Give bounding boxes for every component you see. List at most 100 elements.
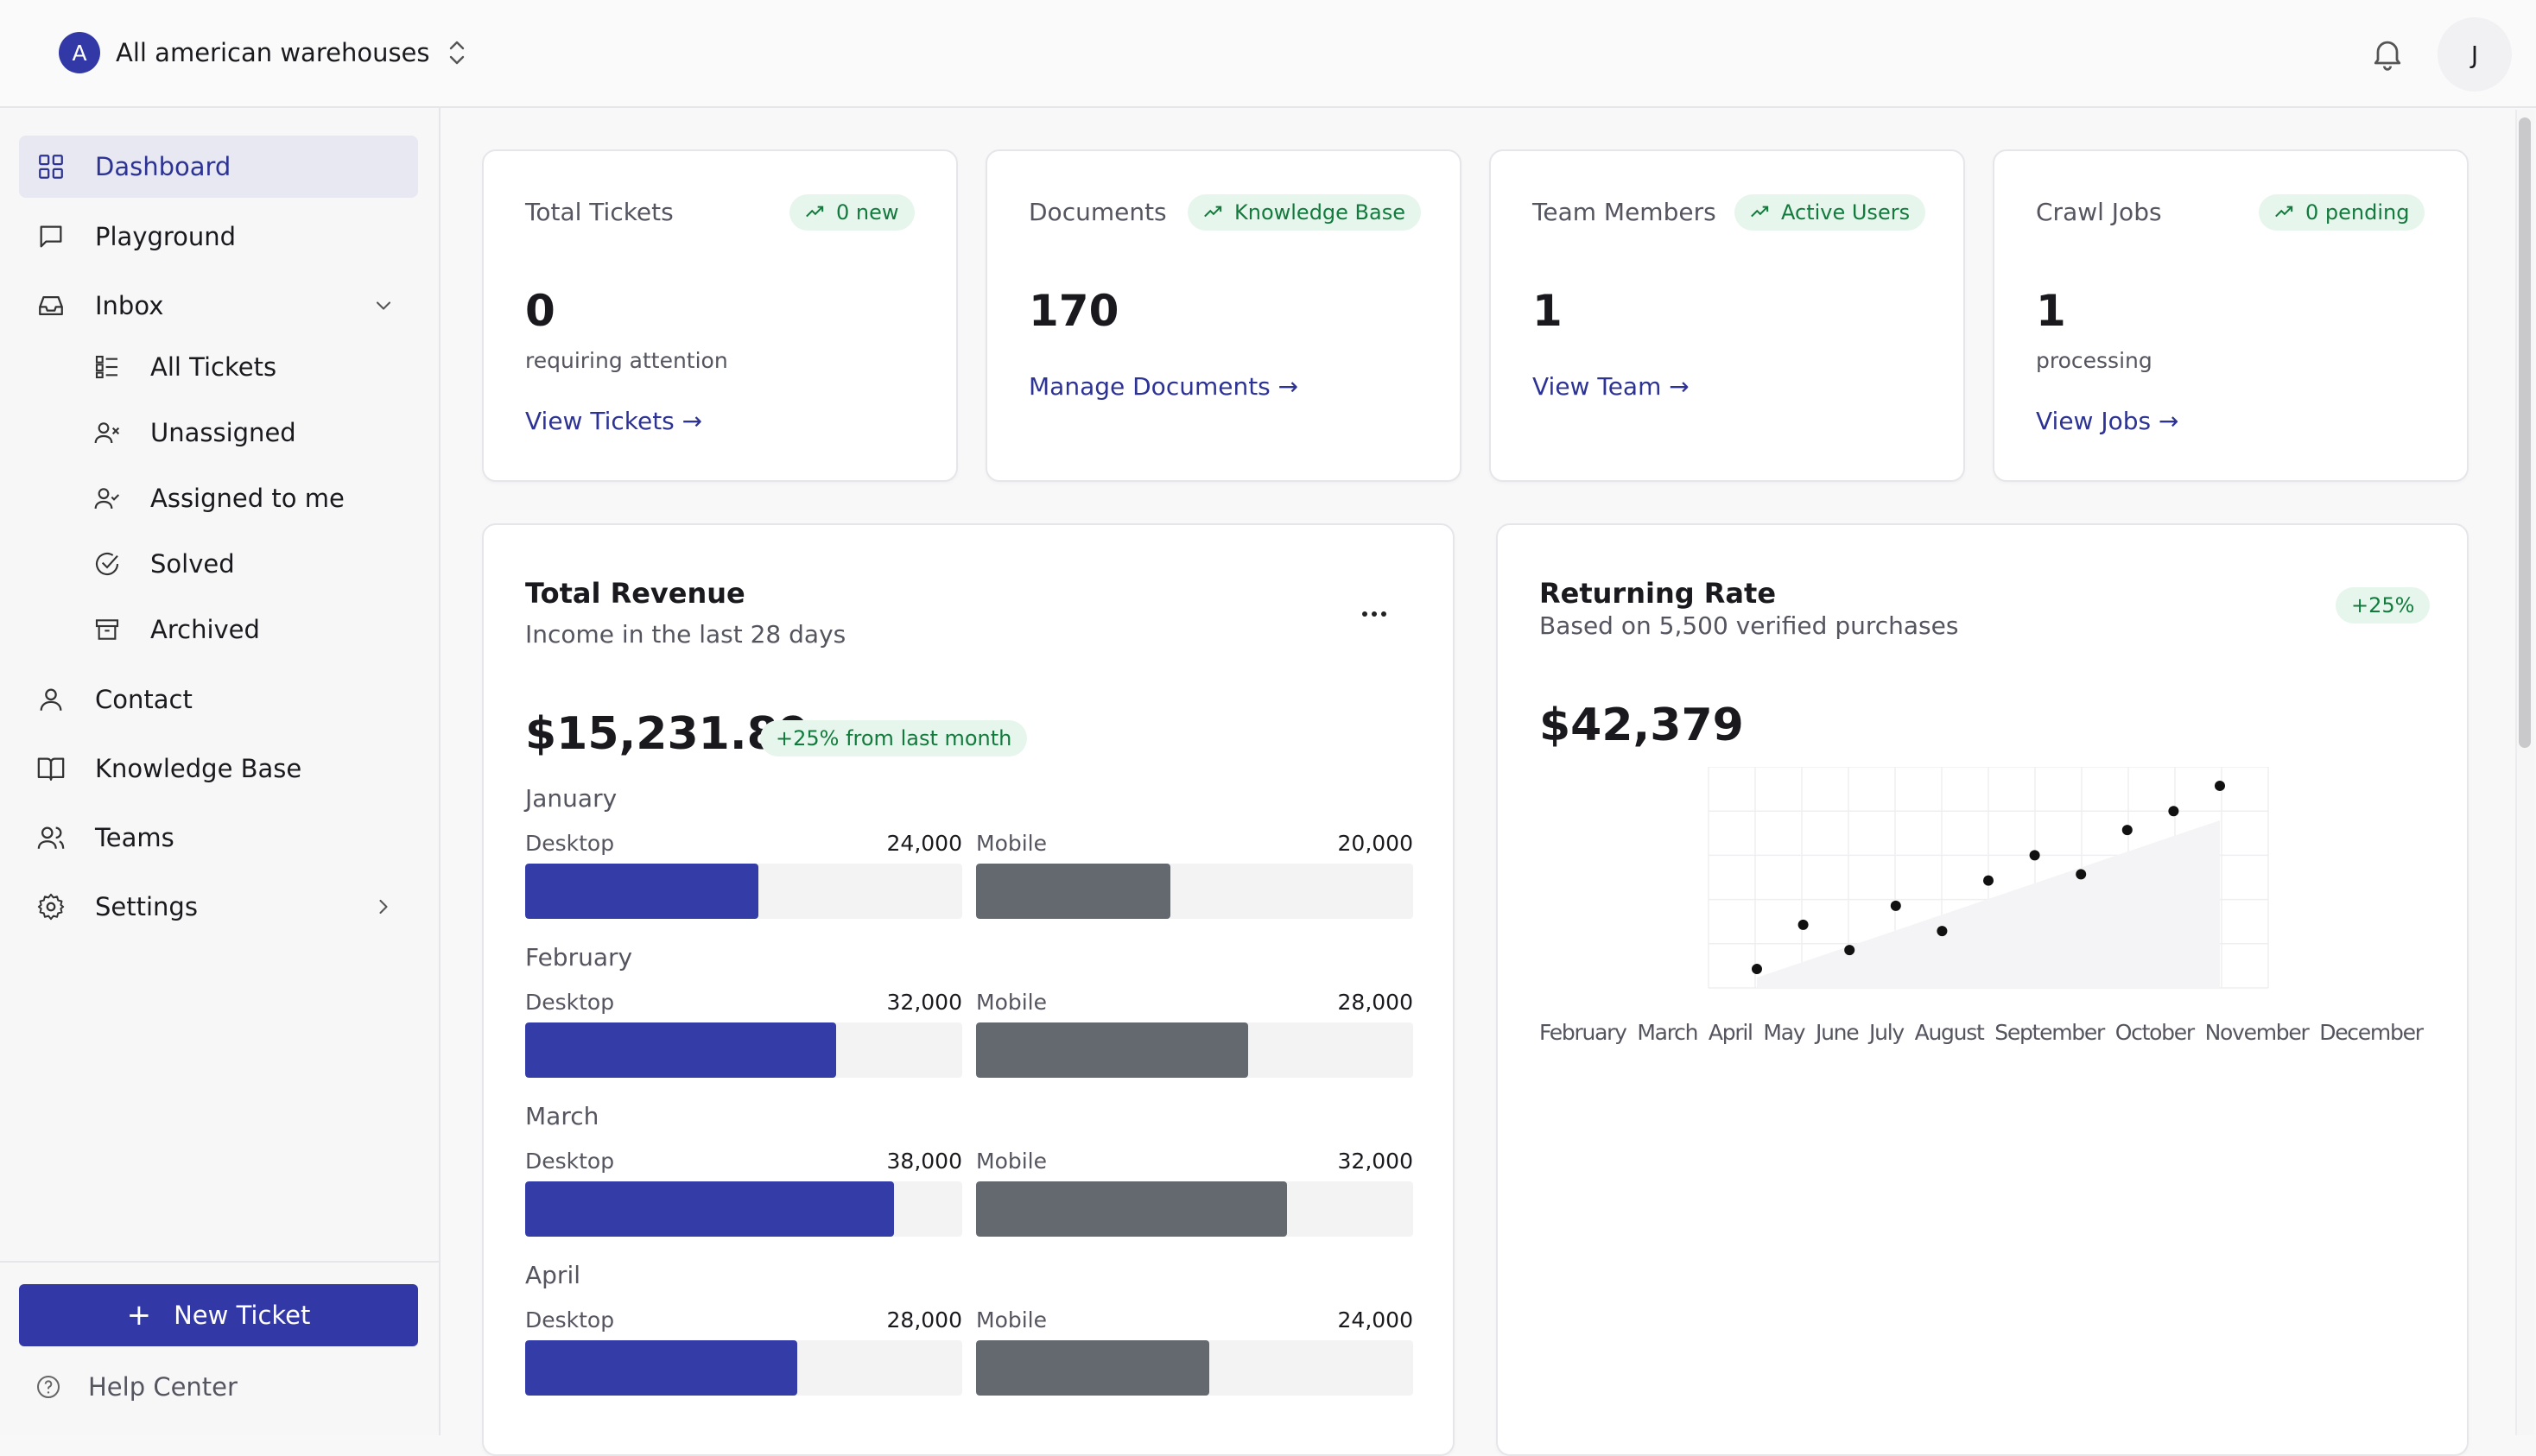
x-tick-label: July (1867, 1020, 1905, 1045)
sidebar-item-teams[interactable]: Teams (19, 807, 418, 869)
sidebar: Dashboard Playground Inbox All Tickets (0, 108, 441, 1435)
x-tick-label: March (1637, 1020, 1698, 1045)
desktop-value: 38,000 (886, 1149, 962, 1174)
status-badge: 0 pending (2259, 194, 2425, 231)
trend-area (1757, 820, 2220, 988)
workspace-name: All american warehouses (116, 38, 430, 67)
desktop-bar-track (525, 1340, 962, 1396)
card-title: Returning Rate (1539, 577, 1777, 610)
status-badge: 0 new (789, 194, 915, 231)
message-square-icon (40, 225, 62, 248)
stat-title: Crawl Jobs (2036, 198, 2162, 226)
sidebar-item-label: Settings (95, 892, 198, 921)
x-tick-label: February (1539, 1020, 1627, 1045)
view-tickets-link[interactable]: View Tickets → (525, 407, 702, 435)
sidebar-item-playground[interactable]: Playground (19, 206, 418, 268)
arrow-right-icon: → (674, 407, 703, 435)
stat-value: 1 (1532, 286, 1563, 336)
sidebar-item-label: Playground (95, 222, 237, 251)
user-x-icon (94, 422, 120, 444)
sidebar-subitem-archived[interactable]: Archived (78, 602, 418, 657)
mobile-label: Mobile (976, 1307, 1048, 1333)
sidebar-item-label: Contact (95, 685, 193, 714)
sidebar-item-label: Teams (95, 823, 174, 852)
sidebar-subitem-unassigned[interactable]: Unassigned (78, 405, 418, 460)
sidebar-item-label: Archived (150, 615, 260, 644)
more-options-button[interactable] (1347, 592, 1401, 636)
badge-label: 0 new (836, 200, 899, 225)
sidebar-item-contact[interactable]: Contact (19, 668, 418, 731)
data-point (2168, 806, 2179, 817)
new-ticket-button[interactable]: + New Ticket (19, 1284, 418, 1346)
sidebar-item-label: All Tickets (150, 352, 277, 382)
mobile-bar-track (976, 1181, 1413, 1237)
scrollbar-thumb[interactable] (2519, 117, 2531, 748)
mobile-bar (976, 864, 1170, 919)
sidebar-subitem-solved[interactable]: Solved (78, 536, 418, 592)
stat-card-documents: Documents Knowledge Base 170 Manage Docu… (986, 149, 1461, 482)
desktop-value: 32,000 (886, 990, 962, 1015)
mobile-label: Mobile (976, 1149, 1048, 1174)
returning-rate-card: Returning Rate Based on 5,500 verified p… (1496, 523, 2469, 1456)
revenue-month-row: March Desktop 38,000 Mobile 32,000 (525, 1102, 1413, 1254)
manage-documents-link[interactable]: Manage Documents → (1029, 372, 1298, 401)
desktop-bar (525, 1181, 894, 1237)
x-axis-labels: February March April May June July Augus… (1539, 1020, 2425, 1045)
data-point (2121, 825, 2133, 836)
mobile-value: 24,000 (1337, 1307, 1413, 1333)
user-icon (40, 688, 62, 711)
desktop-label: Desktop (525, 990, 615, 1015)
mobile-value: 32,000 (1337, 1149, 1413, 1174)
help-center-link[interactable]: Help Center (35, 1365, 238, 1409)
view-jobs-link[interactable]: View Jobs → (2036, 407, 2178, 435)
mobile-value: 28,000 (1337, 990, 1413, 1015)
status-badge: Active Users (1734, 194, 1926, 231)
plus-icon: + (126, 1298, 152, 1333)
returning-rate-badge: +25% (2336, 587, 2431, 624)
sidebar-item-label: Dashboard (95, 152, 231, 181)
help-center-label: Help Center (88, 1372, 238, 1402)
user-check-icon (94, 488, 120, 510)
sidebar-subitem-all-tickets[interactable]: All Tickets (78, 339, 418, 395)
total-revenue-card: Total Revenue Income in the last 28 days… (482, 523, 1455, 1456)
data-point (1797, 919, 1809, 930)
card-subtitle: Based on 5,500 verified purchases (1539, 611, 1959, 640)
desktop-label: Desktop (525, 831, 615, 856)
revenue-month-row: January Desktop 24,000 Mobile 20,000 (525, 784, 1413, 936)
sidebar-item-settings[interactable]: Settings (19, 876, 418, 938)
workspace-switcher[interactable]: A All american warehouses (59, 31, 468, 74)
sidebar-subitem-assigned-to-me[interactable]: Assigned to me (78, 471, 418, 526)
chevron-right-icon (379, 899, 388, 915)
trending-up-icon (1751, 206, 1769, 218)
data-point (1844, 945, 1855, 956)
desktop-value: 28,000 (886, 1307, 962, 1333)
data-point (1890, 900, 1901, 911)
x-tick-label: April (1709, 1020, 1753, 1045)
trending-up-icon (806, 206, 824, 218)
sidebar-item-inbox[interactable]: Inbox (19, 275, 418, 337)
stat-title: Documents (1029, 198, 1167, 226)
stat-card-crawl-jobs: Crawl Jobs 0 pending 1 processing View J… (1993, 149, 2469, 482)
workspace-avatar: A (59, 32, 100, 73)
chevrons-up-down-icon (449, 41, 464, 65)
sidebar-divider (0, 1261, 439, 1263)
bell-icon[interactable] (2368, 35, 2406, 73)
revenue-month-row: April Desktop 28,000 Mobile 24,000 (525, 1261, 1413, 1413)
view-team-link[interactable]: View Team → (1532, 372, 1690, 401)
mobile-bar-track (976, 864, 1413, 919)
desktop-bar-track (525, 864, 962, 919)
sidebar-item-label: Knowledge Base (95, 754, 302, 783)
mobile-label: Mobile (976, 990, 1048, 1015)
arrow-right-icon: → (1661, 372, 1690, 401)
sidebar-item-dashboard[interactable]: Dashboard (19, 136, 418, 198)
user-avatar[interactable]: J (2438, 17, 2512, 92)
x-tick-label: September (1994, 1020, 2106, 1045)
mobile-value: 20,000 (1337, 831, 1413, 856)
month-name: February (525, 943, 633, 972)
sidebar-item-knowledge-base[interactable]: Knowledge Base (19, 737, 418, 800)
link-label: View Jobs (2036, 407, 2152, 435)
sidebar-item-label: Inbox (95, 291, 164, 320)
badge-label: Knowledge Base (1234, 200, 1405, 225)
returning-amount: $42,379 (1539, 700, 1744, 751)
data-point (2215, 780, 2225, 791)
